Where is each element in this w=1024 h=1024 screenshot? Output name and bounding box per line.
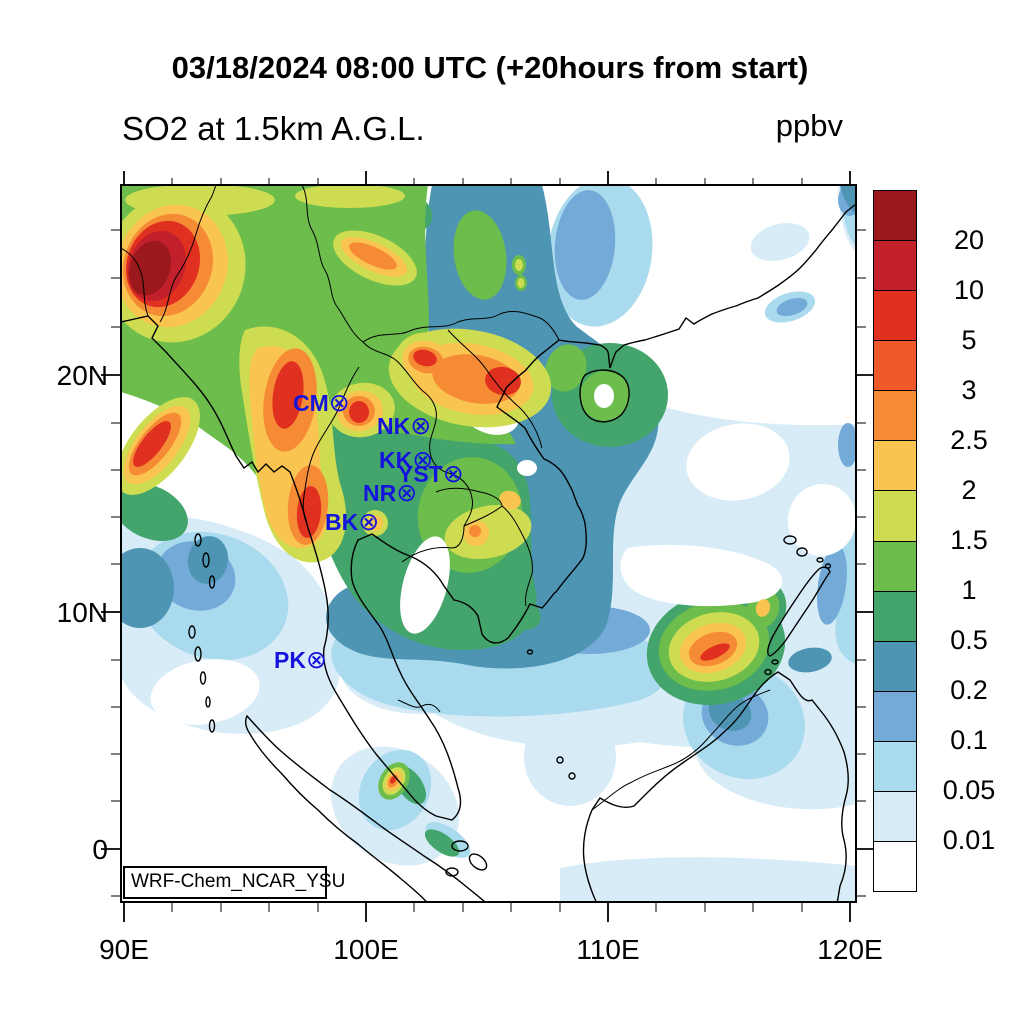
y-axis-tick-label: 20N — [56, 360, 108, 391]
station-label: CM — [293, 390, 329, 416]
colorbar-cell — [874, 641, 916, 692]
colorbar-tick-label: 0.05 — [942, 775, 996, 805]
station-marker-icon: ⊗ — [396, 479, 418, 507]
colorbar-cell — [874, 791, 916, 843]
station-kk: KK⊗ — [379, 448, 433, 473]
colorbar-tick-label: 2 — [961, 475, 977, 505]
station-yst: YST⊗ — [398, 462, 464, 487]
colorbar-tick-label: 3 — [961, 375, 977, 405]
station-bk: BK⊗ — [325, 510, 379, 535]
colorbar-tick-label: 0.1 — [950, 725, 988, 755]
station-label: YST — [398, 461, 443, 487]
station-marker-icon: ⊗ — [442, 460, 464, 488]
x-axis-tick-label: 90E — [99, 934, 149, 965]
y-axis-tick-label: 0 — [92, 834, 108, 865]
colorbar-tick-label: 0.01 — [942, 825, 996, 855]
colorbar-cell — [874, 842, 916, 892]
station-nk: NK⊗ — [377, 414, 431, 439]
station-label: NR — [363, 480, 397, 506]
station-marker-icon: ⊗ — [410, 412, 432, 440]
units-label: ppbv — [775, 108, 843, 143]
colorbar-tick-label: 10 — [953, 275, 985, 305]
axis-frame — [101, 171, 876, 922]
x-axis-tick-label: 100E — [333, 934, 399, 965]
figure-title: 03/18/2024 08:00 UTC (+20hours from star… — [171, 50, 809, 85]
colorbar-cell — [874, 441, 916, 492]
colorbar-tick-label: 0.5 — [950, 625, 988, 655]
colorbar-cell — [874, 541, 916, 592]
station-pk: PK⊗ — [274, 648, 327, 673]
colorbar-cell — [874, 691, 916, 742]
station-label: NK — [377, 413, 411, 439]
colorbar-tick-label: 1.5 — [950, 525, 988, 555]
colorbar-cell — [874, 741, 916, 792]
station-marker-icon: ⊗ — [358, 508, 380, 536]
country-borders — [121, 185, 771, 811]
station-marker-icon: ⊗ — [328, 389, 350, 417]
colorbar-tick-label: 5 — [961, 325, 977, 355]
station-marker-icon: ⊗ — [412, 446, 434, 474]
station-cm: CM⊗ — [293, 391, 350, 416]
x-axis-tick-label: 120E — [817, 934, 883, 965]
colorbar — [873, 190, 917, 892]
colorbar-cell — [874, 241, 916, 292]
model-credit-box: WRF-Chem_NCAR_YSU — [123, 866, 345, 899]
colorbar-tick-label: 0.2 — [950, 675, 988, 705]
colorbar-cell — [874, 291, 916, 342]
colorbar-cell — [874, 491, 916, 542]
colorbar-tick-label: 20 — [953, 225, 985, 255]
colorbar-cell — [874, 191, 916, 242]
variable-label: SO2 at 1.5km A.G.L. — [122, 110, 425, 147]
station-label: KK — [379, 447, 413, 473]
colorbar-cell — [874, 391, 916, 442]
x-axis-tick-label: 110E — [576, 934, 640, 965]
colorbar-tick-label: 1 — [961, 575, 977, 605]
major-ticks — [101, 171, 876, 922]
colorbar-cell — [874, 341, 916, 392]
station-nr: NR⊗ — [363, 481, 417, 506]
colorbar-tick-label: 2.5 — [950, 425, 988, 455]
y-axis-tick-label: 10N — [56, 597, 108, 628]
station-label: PK — [274, 647, 306, 673]
minor-ticks — [111, 178, 866, 912]
station-marker-icon: ⊗ — [305, 646, 327, 674]
contour-field — [121, 185, 856, 902]
colorbar-cell — [874, 591, 916, 642]
station-label: BK — [325, 509, 359, 535]
